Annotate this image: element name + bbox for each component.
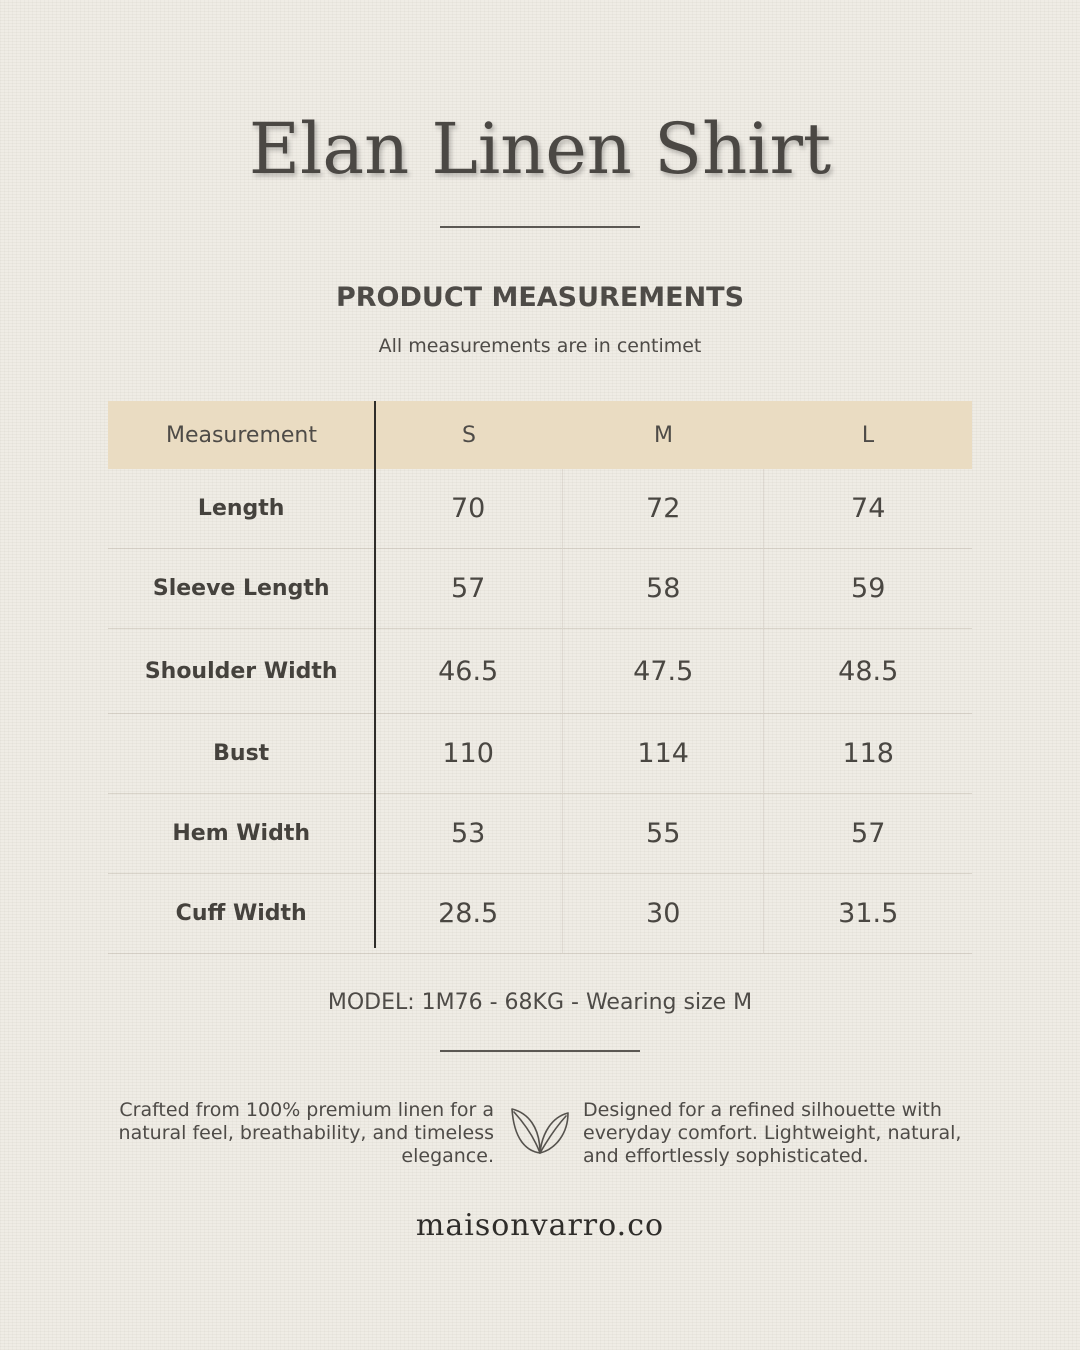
model-info: MODEL: 1M76 - 68KG - Wearing size M	[327, 990, 753, 1015]
cell-m: 72	[561, 469, 764, 548]
cell-m: 58	[561, 549, 764, 628]
cell-s: 70	[450, 493, 486, 524]
cell-s: 110	[442, 738, 494, 769]
fabric-note: Crafted from 100% premium linen for a na…	[118, 1099, 494, 1167]
header-measurement: Measurement	[165, 422, 318, 448]
fit-note: Designed for a refined silhouette with e…	[583, 1099, 962, 1167]
product-title: Elan Linen Shirt	[248, 108, 832, 190]
section-title: PRODUCT MEASUREMENTS	[335, 282, 745, 313]
row-label: Hem Width	[172, 821, 311, 846]
header-size-m: M	[654, 422, 673, 448]
cell-m: 47.5	[561, 629, 764, 713]
cell-l: 48.5	[763, 629, 972, 713]
cell-s: 46.5	[438, 655, 499, 687]
table-row: Shoulder Width 46.5 47.5 48.5	[108, 629, 972, 714]
cell-m: 30	[561, 874, 764, 953]
size-chart-table: Measurement S M L Length 70 72 74 Sleeve…	[108, 401, 972, 954]
leaf-icon	[510, 1103, 570, 1157]
table-row: Length 70 72 74	[108, 469, 972, 549]
cell-l: 59	[763, 549, 972, 628]
row-label: Cuff Width	[175, 901, 307, 926]
units-note: All measurements are in centimet	[378, 335, 702, 357]
table-header-row: Measurement S M L	[108, 401, 972, 469]
cell-l: 57	[763, 794, 972, 873]
row-label: Bust	[213, 741, 270, 766]
header-size-s: S	[462, 422, 476, 448]
cell-l: 74	[763, 469, 972, 548]
cell-l: 31.5	[763, 874, 972, 953]
table-row: Bust 110 114 118	[108, 714, 972, 794]
cell-s: 53	[450, 818, 486, 849]
cell-s: 57	[450, 573, 486, 604]
row-label: Shoulder Width	[144, 658, 338, 684]
bottom-divider	[440, 1050, 640, 1052]
row-label: Length	[197, 496, 285, 521]
table-row: Sleeve Length 57 58 59	[108, 549, 972, 629]
row-label: Sleeve Length	[152, 576, 330, 601]
cell-m: 114	[561, 714, 764, 793]
cell-l: 118	[763, 714, 972, 793]
header-size-l: L	[861, 422, 875, 448]
table-row: Cuff Width 28.5 30 31.5	[108, 874, 972, 954]
cell-s: 28.5	[438, 898, 499, 929]
table-row: Hem Width 53 55 57	[108, 794, 972, 874]
website-url: maisonvarro.co	[415, 1208, 665, 1243]
column-divider	[374, 401, 376, 948]
top-divider	[440, 226, 640, 228]
cell-m: 55	[561, 794, 764, 873]
